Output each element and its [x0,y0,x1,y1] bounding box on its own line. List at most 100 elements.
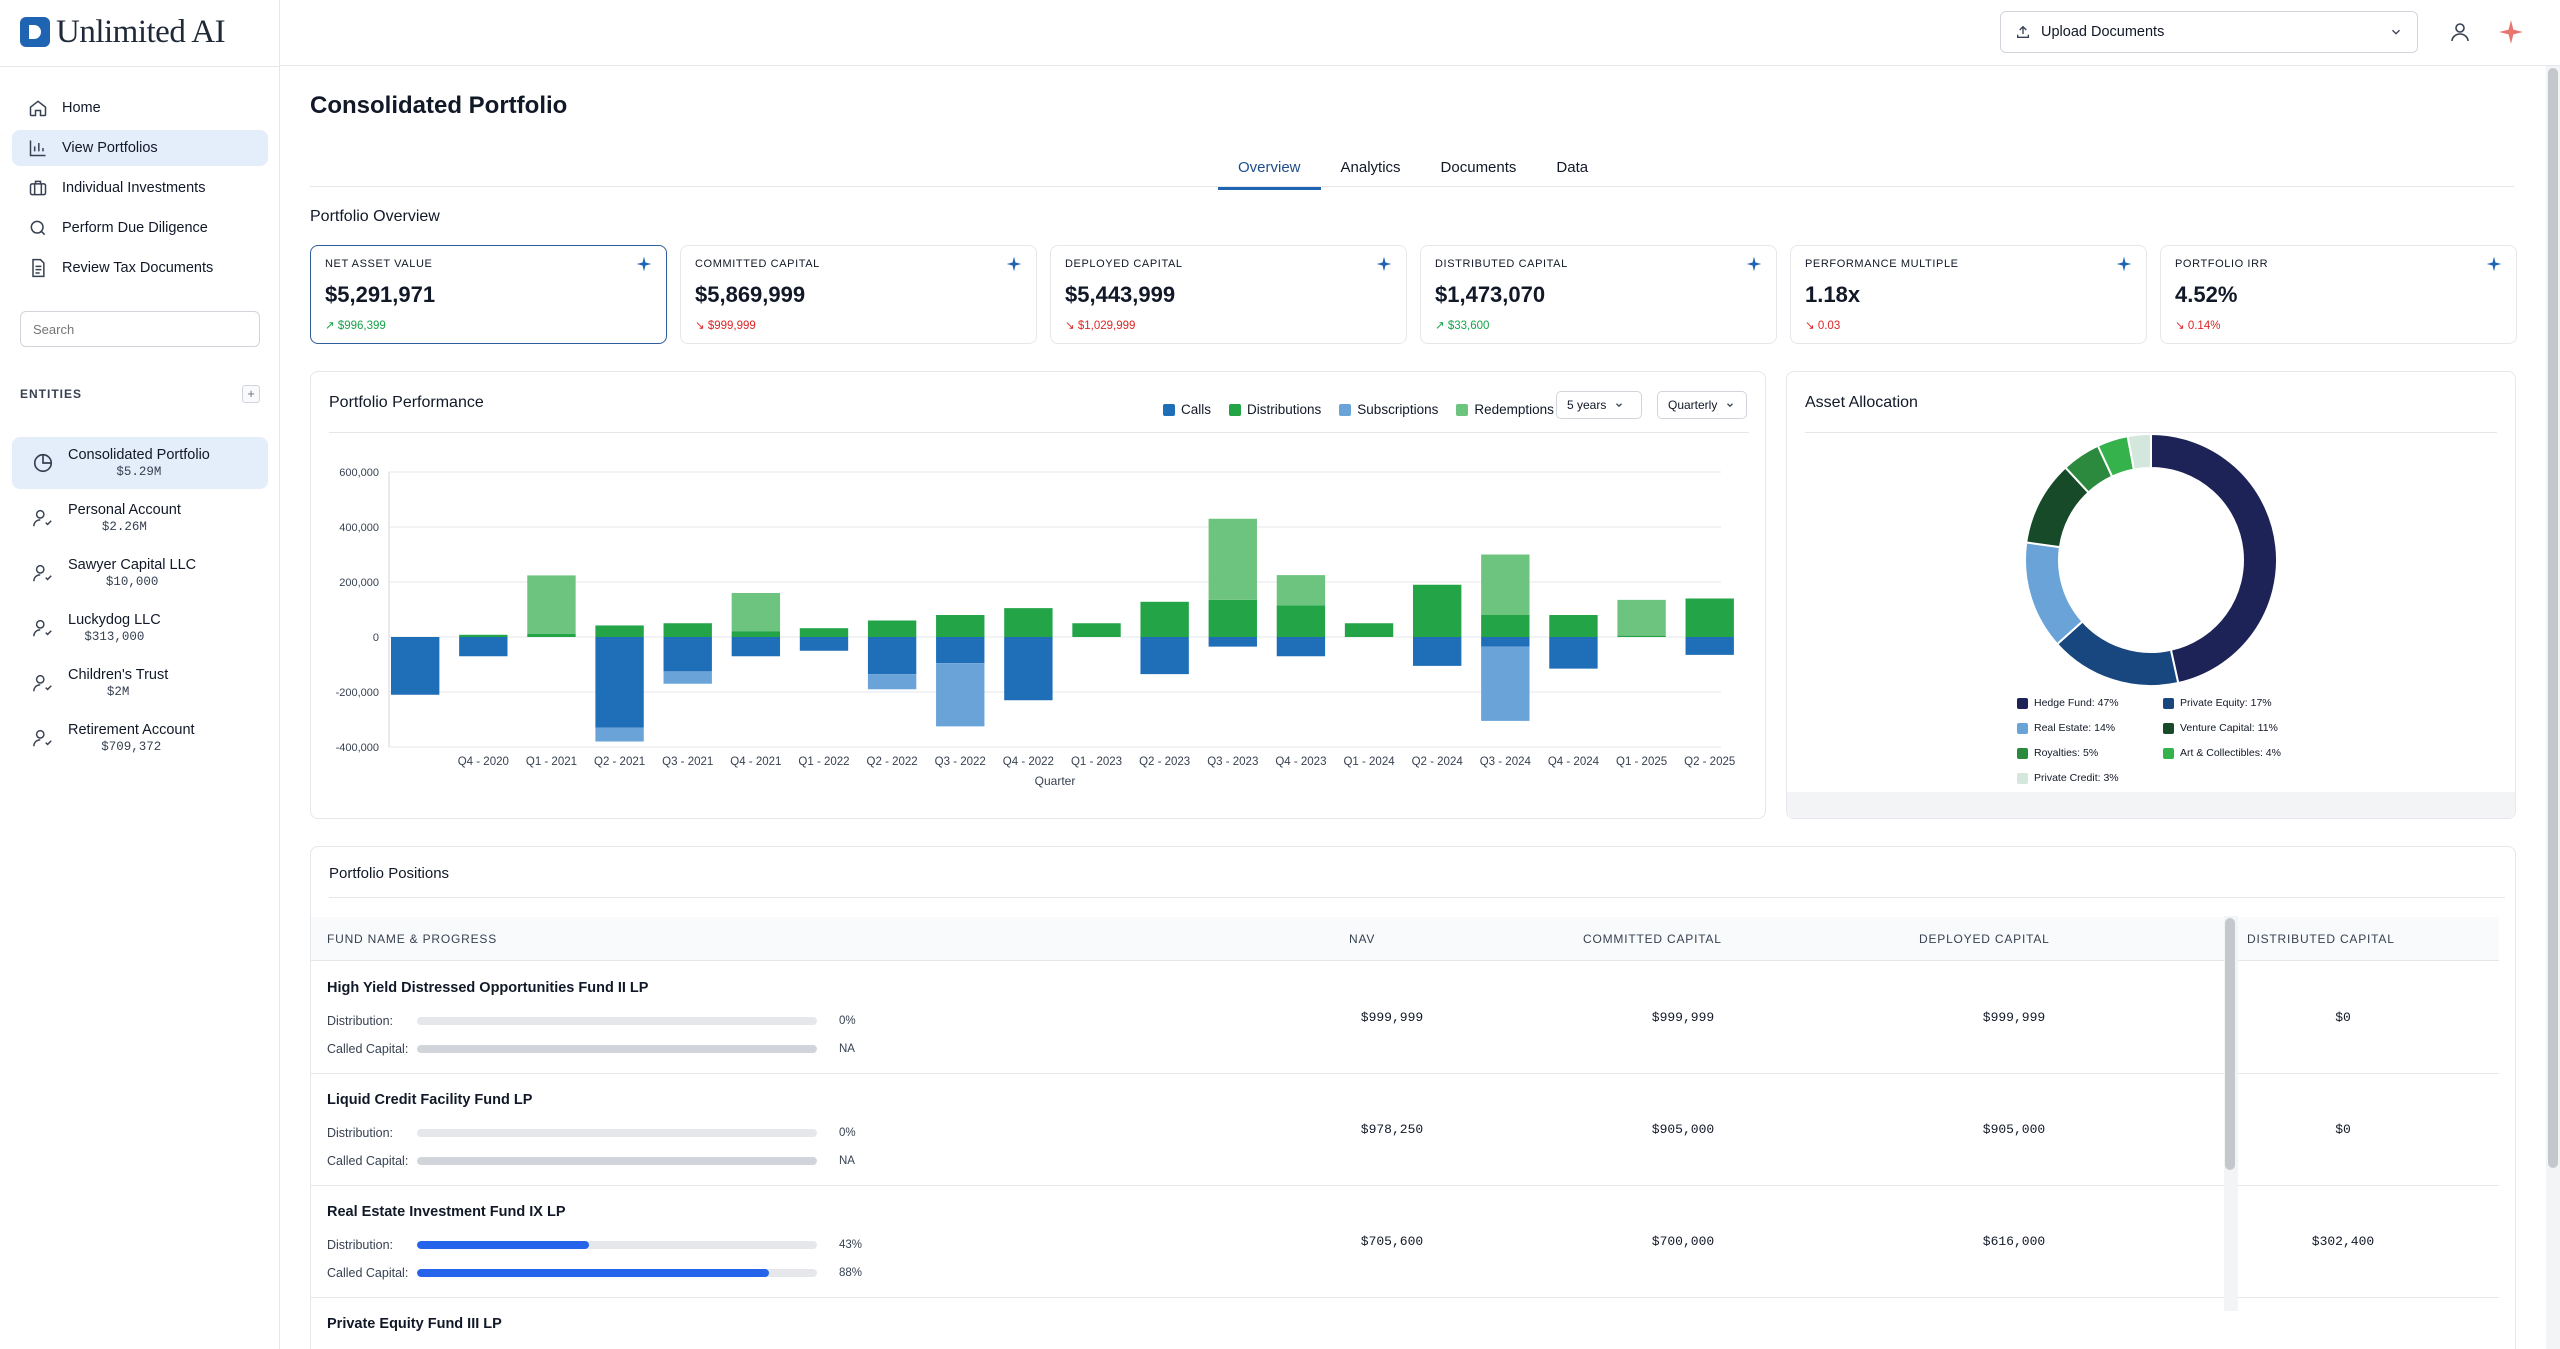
entity-personal-account[interactable]: Personal Account $2.26M [12,492,268,544]
allocation-legend-item: Art & Collectibles: 4% [2163,747,2309,759]
portfolio-performance-card: Portfolio Performance Calls Distribution… [310,371,1766,819]
nav-item-individual-investments[interactable]: Individual Investments [12,170,268,206]
entity-consolidated-portfolio[interactable]: Consolidated Portfolio $5.29M [12,437,268,489]
table-row[interactable]: High Yield Distressed Opportunities Fund… [311,962,2499,1074]
brand-logo[interactable]: Unlimited AI [20,14,226,50]
topbar: Upload Documents [280,0,2560,66]
column-header-nav[interactable]: NAV [1349,932,1376,946]
legend-swatch [2017,722,2028,734]
bar-calls [867,637,917,675]
nav-item-tax-documents[interactable]: Review Tax Documents [12,250,268,286]
bar-distributions [459,634,508,637]
tab-documents[interactable]: Documents [1440,159,1517,176]
bar-redemptions [731,593,781,632]
search-input[interactable] [20,311,260,347]
bar-distributions [1344,623,1394,637]
entity-childrens-trust[interactable]: Children's Trust $2M [12,657,268,709]
logo-icon [20,17,50,47]
bar-distributions [936,615,985,637]
add-entity-button[interactable]: + [242,385,260,403]
legend-swatch [2017,697,2028,709]
tab-data[interactable]: Data [1556,159,1589,176]
kpi-value: 1.18x [1805,282,1861,307]
donut-slice [2024,541,2084,646]
bar-distributions [1617,635,1666,637]
chevron-down-icon [1727,403,1734,408]
legend-item-calls[interactable]: Calls [1163,402,1211,417]
called-capital-label: Called Capital: [327,1266,409,1280]
page-scrollbar-thumb[interactable] [2548,68,2558,1168]
allocation-legend-item: Venture Capital: 11% [2163,722,2309,734]
bar-distributions [1004,608,1053,637]
kpi-card-performance-multiple[interactable]: PERFORMANCE MULTIPLE 1.18x ↘ 0.03 [1790,245,2147,344]
ai-sparkle-icon[interactable] [2116,256,2132,272]
kpi-card-deployed[interactable]: DEPLOYED CAPITAL $5,443,999 ↘ $1,029,999 [1050,245,1407,344]
table-scrollbar-thumb[interactable] [2225,918,2235,1170]
deployed-value: $905,000 [1982,1122,2046,1137]
nav-item-view-portfolios[interactable]: View Portfolios [12,130,268,166]
ai-sparkle-icon[interactable] [2486,256,2502,272]
entity-value: $5.29M [116,465,162,479]
bar-calls [799,637,849,651]
performance-title: Portfolio Performance [329,394,484,411]
column-header-distributed[interactable]: DISTRIBUTED CAPITAL [2247,932,2395,946]
bar-calls [1549,637,1598,669]
column-header-deployed[interactable]: DEPLOYED CAPITAL [1919,932,2050,946]
tab-overview[interactable]: Overview [1218,146,1321,190]
called-capital-bar [417,1045,817,1053]
ai-sparkle-icon[interactable] [2498,19,2524,45]
legend-label: Redemptions [1474,402,1554,417]
entity-luckydog[interactable]: Luckydog LLC $313,000 [12,602,268,654]
legend-item-subscriptions[interactable]: Subscriptions [1339,402,1438,417]
chart-legend: Calls Distributions Subscriptions Redemp… [1163,402,1554,417]
x-tick-label: Q3 - 2021 [662,756,713,768]
sidebar-divider [0,66,280,67]
range-select[interactable]: 5 years [1556,391,1642,419]
x-tick-label: Q1 - 2025 [1616,756,1667,768]
ai-sparkle-icon[interactable] [636,256,652,272]
bar-calls [1412,637,1462,666]
kpi-card-committed[interactable]: COMMITTED CAPITAL $5,869,999 ↘ $999,999 [680,245,1037,344]
legend-item-redemptions[interactable]: Redemptions [1456,402,1554,417]
portfolio-positions-card: Portfolio Positions FUND NAME & PROGRESS… [310,846,2516,1349]
sidebar-nav: Home View Portfolios Individual Investme… [12,90,268,290]
entity-retirement-account[interactable]: Retirement Account $709,372 [12,712,268,764]
ai-sparkle-icon[interactable] [1376,256,1392,272]
period-select[interactable]: Quarterly [1657,391,1747,419]
column-header-fund[interactable]: FUND NAME & PROGRESS [327,932,498,946]
kpi-card-irr[interactable]: PORTFOLIO IRR 4.52% ↘ 0.14% [2160,245,2517,344]
called-capital-bar [417,1269,817,1277]
ai-sparkle-icon[interactable] [1746,256,1762,272]
tab-analytics[interactable]: Analytics [1340,159,1401,176]
legend-label: Art & Collectibles: 4% [2180,747,2281,759]
distributed-value: $0 [2335,1010,2351,1025]
ai-sparkle-icon[interactable] [1006,256,1022,272]
upload-documents-dropdown[interactable]: Upload Documents [2000,11,2418,53]
table-row[interactable]: Private Equity Fund III LP Distribution: [311,1298,2499,1349]
user-check-icon [33,674,52,692]
nav-item-due-diligence[interactable]: Perform Due Diligence [12,210,268,246]
pie-chart-icon [33,453,53,473]
bar-distributions [1208,599,1257,637]
card-divider [1805,432,2497,433]
bar-distributions [1072,623,1121,637]
kpi-label: DISTRIBUTED CAPITAL [1435,258,1568,270]
kpi-card-distributed[interactable]: DISTRIBUTED CAPITAL $1,473,070 ↗ $33,600 [1420,245,1777,344]
bar-distributions [867,620,917,637]
column-header-committed[interactable]: COMMITTED CAPITAL [1583,932,1722,946]
kpi-row: NET ASSET VALUE $5,291,971 ↗ $996,399 CO… [310,245,2517,344]
distributed-value: $0 [2335,1122,2351,1137]
called-capital-label: Called Capital: [327,1154,409,1168]
kpi-card-nav[interactable]: NET ASSET VALUE $5,291,971 ↗ $996,399 [310,245,667,344]
table-row[interactable]: Real Estate Investment Fund IX LP Distri… [311,1186,2499,1298]
page-title: Consolidated Portfolio [310,92,568,119]
performance-chart: 600,000 400,000 200,000 0 -200,000 -400,000 Q4… [336,467,1736,788]
entity-sawyer-capital[interactable]: Sawyer Capital LLC $10,000 [12,547,268,599]
nav-item-home[interactable]: Home [12,90,268,126]
x-tick-label: Q4 - 2021 [730,756,781,768]
legend-item-distributions[interactable]: Distributions [1229,402,1321,417]
table-row[interactable]: Liquid Credit Facility Fund LP Distribut… [311,1074,2499,1186]
x-tick-label: Q4 - 2020 [458,756,509,768]
entity-name: Sawyer Capital LLC [68,557,197,573]
user-icon[interactable] [2448,20,2472,44]
